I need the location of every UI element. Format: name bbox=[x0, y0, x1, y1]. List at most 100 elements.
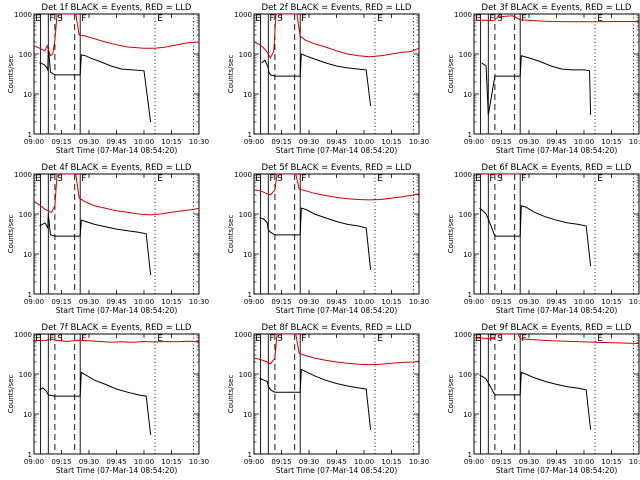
series-events bbox=[39, 46, 152, 123]
x-tick-label: 09:00 bbox=[464, 138, 484, 146]
marker-label: S bbox=[497, 334, 503, 344]
panel-det-4: Det 4f BLACK = Events, RED = LLD 1 10 100 10… bbox=[7, 163, 209, 315]
y-tick-label: 1000 bbox=[454, 11, 472, 19]
y-tick-label: 1000 bbox=[14, 171, 32, 179]
x-tick-label: 10:00 bbox=[134, 298, 154, 306]
x-axis-label: Start Time (07-Mar-14 08:54:20) bbox=[276, 306, 398, 315]
marker-label: E bbox=[475, 14, 481, 24]
y-tick-label: 1000 bbox=[234, 171, 252, 179]
y-tick-label: 1 bbox=[28, 291, 32, 299]
y-axis-label: Counts/sec bbox=[227, 215, 235, 254]
x-axis-label: Start Time (07-Mar-14 08:54:20) bbox=[496, 466, 618, 475]
x-tick-label: 10:30 bbox=[189, 138, 209, 146]
x-tick-label: 10:00 bbox=[574, 138, 594, 146]
y-tick-label: 10 bbox=[463, 91, 472, 99]
panel-title: Det 2f BLACK = Events, RED = LLD bbox=[262, 3, 412, 13]
x-tick-label: 09:15 bbox=[491, 138, 511, 146]
plot-frame bbox=[253, 13, 420, 135]
x-tick-label: 10:15 bbox=[381, 458, 401, 466]
plot-frame bbox=[33, 333, 200, 455]
x-tick-label: 09:45 bbox=[326, 138, 346, 146]
marker-label: E bbox=[475, 334, 481, 344]
marker-label: E bbox=[597, 174, 603, 184]
x-axis-label: Start Time (07-Mar-14 08:54:20) bbox=[276, 146, 398, 155]
marker-label: F bbox=[301, 334, 306, 344]
x-tick-label: 10:15 bbox=[161, 138, 181, 146]
panel-det-7: Det 7f BLACK = Events, RED = LLD 1 10 100 10… bbox=[7, 323, 209, 475]
x-tick-label: 09:00 bbox=[24, 138, 44, 146]
series-events bbox=[479, 371, 592, 430]
x-tick-label: 09:00 bbox=[464, 298, 484, 306]
x-axis-label: Start Time (07-Mar-14 08:54:20) bbox=[496, 146, 618, 155]
marker-label: E bbox=[35, 334, 41, 344]
series-events bbox=[39, 371, 152, 435]
panel-title: Det 6f BLACK = Events, RED = LLD bbox=[482, 163, 632, 173]
y-tick-label: 10 bbox=[23, 251, 32, 259]
marker-label: F bbox=[269, 334, 274, 344]
y-tick-label: 1 bbox=[468, 451, 472, 459]
x-tick-label: 09:15 bbox=[271, 298, 291, 306]
y-tick-label: 10 bbox=[23, 411, 32, 419]
x-tick-label: 09:30 bbox=[79, 138, 99, 146]
marker-label: S bbox=[277, 174, 283, 184]
series-events bbox=[259, 368, 372, 430]
x-tick-label: 10:15 bbox=[601, 298, 621, 306]
marker-label: S bbox=[277, 334, 283, 344]
marker-label: E bbox=[157, 14, 163, 24]
y-axis-label: Counts/sec bbox=[227, 55, 235, 94]
y-tick-label: 1 bbox=[248, 451, 252, 459]
series-lld bbox=[34, 338, 199, 343]
panel-title: Det 1f BLACK = Events, RED = LLD bbox=[42, 3, 192, 13]
panel-det-9: Det 9f BLACK = Events, RED = LLD 1 10 100 10… bbox=[447, 323, 640, 475]
x-tick-label: 09:45 bbox=[546, 298, 566, 306]
x-axis-label: Start Time (07-Mar-14 08:54:20) bbox=[56, 466, 178, 475]
x-tick-label: 09:45 bbox=[326, 298, 346, 306]
x-tick-label: 09:30 bbox=[299, 298, 319, 306]
x-axis-label: Start Time (07-Mar-14 08:54:20) bbox=[496, 306, 618, 315]
series-lld bbox=[474, 334, 639, 344]
x-tick-label: 10:15 bbox=[601, 458, 621, 466]
x-tick-label: 09:45 bbox=[106, 458, 126, 466]
x-tick-label: 09:15 bbox=[51, 138, 71, 146]
x-tick-label: 09:30 bbox=[299, 458, 319, 466]
series-lld bbox=[34, 14, 199, 57]
x-tick-label: 09:45 bbox=[546, 138, 566, 146]
series-lld bbox=[254, 334, 419, 366]
y-axis-label: Counts/sec bbox=[447, 55, 455, 94]
x-tick-label: 09:30 bbox=[519, 138, 539, 146]
marker-label: F bbox=[49, 14, 54, 24]
y-tick-label: 100 bbox=[459, 211, 472, 219]
marker-label: E bbox=[597, 334, 603, 344]
x-tick-label: 09:15 bbox=[51, 458, 71, 466]
y-tick-label: 1000 bbox=[234, 11, 252, 19]
panel-det-8: Det 8f BLACK = Events, RED = LLD 1 10 100 10… bbox=[227, 323, 429, 475]
marker-label: F bbox=[81, 14, 86, 24]
panel-det-2: Det 2f BLACK = Events, RED = LLD 1 10 100 10… bbox=[227, 3, 429, 155]
y-tick-label: 1000 bbox=[454, 171, 472, 179]
marker-label: S bbox=[57, 14, 63, 24]
x-tick-label: 09:45 bbox=[106, 138, 126, 146]
y-tick-label: 1 bbox=[28, 131, 32, 139]
panel-title: Det 3f BLACK = Events, RED = LLD bbox=[482, 3, 632, 13]
x-tick-label: 09:00 bbox=[24, 458, 44, 466]
y-axis-label: Counts/sec bbox=[7, 55, 15, 94]
plot-frame bbox=[473, 173, 640, 295]
x-tick-label: 09:45 bbox=[106, 298, 126, 306]
marker-label: S bbox=[497, 174, 503, 184]
y-tick-label: 10 bbox=[23, 91, 32, 99]
x-tick-label: 09:45 bbox=[546, 458, 566, 466]
y-tick-label: 100 bbox=[19, 211, 32, 219]
series-events bbox=[259, 207, 372, 270]
series-lld bbox=[474, 15, 639, 23]
marker-label: E bbox=[157, 334, 163, 344]
x-tick-label: 09:30 bbox=[299, 138, 319, 146]
x-tick-label: 09:15 bbox=[51, 298, 71, 306]
panel-det-1: Det 1f BLACK = Events, RED = LLD 1 10 100 10… bbox=[7, 3, 209, 155]
y-tick-label: 1 bbox=[248, 131, 252, 139]
marker-label: E bbox=[377, 334, 383, 344]
x-tick-label: 10:30 bbox=[409, 458, 429, 466]
x-tick-label: 10:00 bbox=[574, 458, 594, 466]
panel-det-3: Det 3f BLACK = Events, RED = LLD 1 10 100 10… bbox=[447, 3, 640, 155]
marker-label: E bbox=[157, 174, 163, 184]
